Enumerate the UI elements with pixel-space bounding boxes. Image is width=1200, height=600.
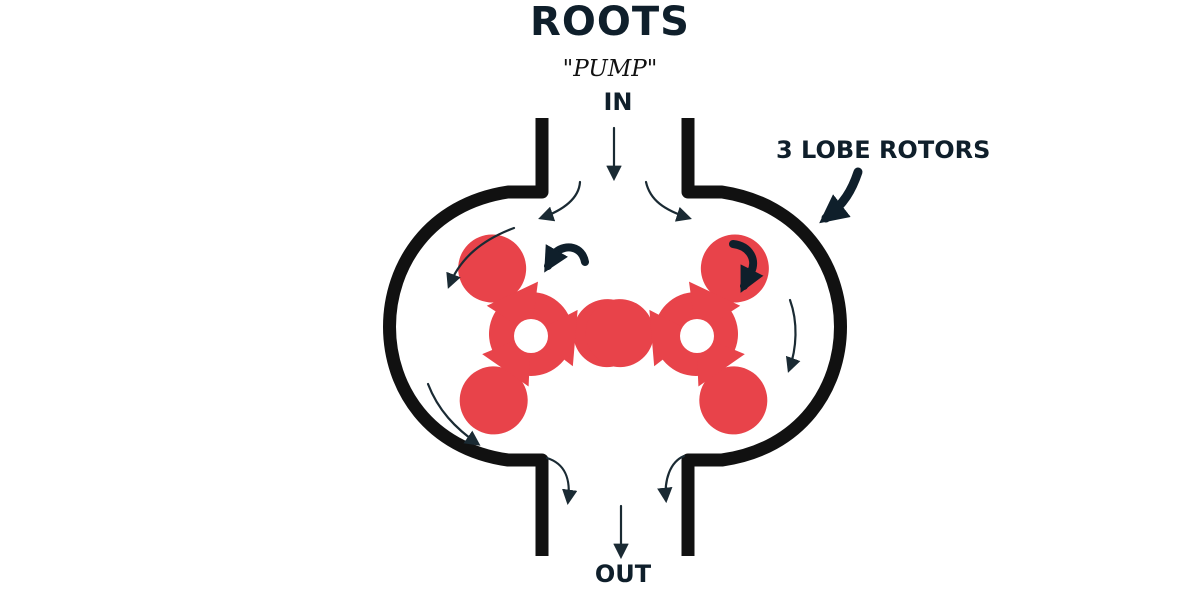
flow-arrow-left-lower	[426, 382, 481, 446]
rotor-callout-label: 3 LOBE ROTORS	[776, 136, 991, 164]
flow-arrow-right-side	[785, 298, 801, 373]
outlet-label: OUT	[594, 560, 652, 588]
right-rotation-arrow	[729, 240, 764, 293]
flow-arrow-left-upper	[446, 226, 516, 289]
right-rotor-lobe	[699, 366, 768, 435]
flow-arrow-right-top	[644, 180, 692, 222]
right-rotor-lobe	[585, 299, 654, 368]
left-rotor-neck	[531, 309, 578, 367]
casing-right-half	[681, 118, 847, 556]
right-rotor-neck	[649, 309, 696, 367]
flow-arrow-left-top	[538, 180, 582, 222]
casing-left-half	[383, 118, 549, 556]
left-rotor-lobe	[458, 234, 527, 303]
left-rotor-shaft	[514, 319, 548, 353]
right-rotor	[585, 234, 769, 435]
flow-arrow-right-bottom	[657, 454, 686, 504]
left-rotation-arrow	[544, 243, 589, 273]
inlet-label: IN	[603, 88, 633, 116]
pump-casing	[383, 118, 847, 556]
left-rotor-lobe	[459, 366, 528, 435]
callout-arrow	[819, 167, 863, 224]
right-rotor-shaft	[680, 319, 714, 353]
diagram-subtitle: "PUMP"	[562, 56, 658, 82]
flow-arrows	[426, 126, 801, 560]
diagram-title: ROOTS	[530, 0, 690, 45]
flow-arrow-left-bottom	[545, 456, 578, 506]
